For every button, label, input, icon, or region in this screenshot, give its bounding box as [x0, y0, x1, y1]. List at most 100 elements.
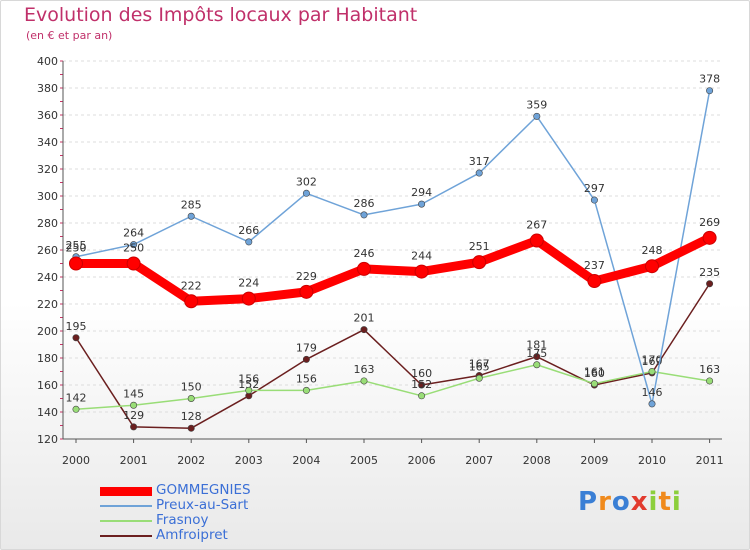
data-point	[418, 200, 426, 208]
data-label: 246	[354, 247, 375, 260]
data-point	[130, 241, 138, 249]
legend-swatch	[100, 505, 152, 507]
data-point	[357, 261, 371, 276]
data-point	[241, 291, 256, 306]
y-tick-label: 260	[37, 244, 58, 257]
logo-letter: P	[578, 487, 599, 517]
data-label: 195	[66, 320, 87, 333]
logo-letter: o	[611, 487, 631, 517]
data-label: 251	[469, 240, 490, 253]
data-label: 359	[526, 98, 547, 111]
data-label: 255	[66, 239, 87, 252]
y-tick-label: 180	[37, 352, 58, 365]
x-tick-label: 2003	[235, 454, 263, 467]
data-label: 285	[181, 198, 202, 211]
data-point	[533, 361, 541, 369]
chart-title: Evolution des Impôts locaux par Habitant	[24, 4, 418, 26]
data-point	[648, 367, 656, 375]
series-line-amfroipret	[75, 283, 711, 429]
x-tick-label: 2009	[580, 454, 608, 467]
data-point	[302, 386, 310, 394]
logo-letter: x	[630, 487, 649, 517]
data-point	[533, 353, 541, 361]
data-point	[587, 274, 602, 289]
data-label: 163	[699, 363, 720, 376]
data-point	[360, 211, 368, 219]
x-tick-label: 2005	[350, 454, 378, 467]
data-label: 269	[699, 216, 720, 229]
x-tick-label: 2008	[523, 454, 551, 467]
data-label: 167	[469, 358, 490, 371]
y-tick-label: 200	[37, 325, 58, 338]
data-point	[69, 256, 83, 271]
y-tick-label: 300	[37, 190, 58, 203]
data-label: 229	[296, 270, 317, 283]
data-label: 150	[181, 381, 202, 394]
data-label: 179	[296, 341, 317, 354]
data-label: 142	[66, 391, 87, 404]
x-tick-label: 2004	[292, 454, 320, 467]
data-point	[187, 394, 195, 402]
y-tick-label: 220	[37, 298, 58, 311]
chart-subtitle: (en € et par an)	[26, 29, 113, 42]
data-point	[590, 196, 598, 204]
data-point	[302, 355, 310, 363]
data-point	[706, 280, 714, 288]
series-line-frasnoy	[75, 364, 711, 411]
logo-letter: r	[598, 487, 612, 517]
data-point	[702, 230, 717, 245]
data-point	[418, 392, 426, 400]
data-label: 169	[642, 355, 663, 368]
x-tick-label: 2011	[696, 454, 724, 467]
data-point	[360, 326, 368, 334]
legend-label: Frasnoy	[156, 512, 209, 528]
y-tick-label: 240	[37, 271, 58, 284]
y-tick-label: 280	[37, 217, 58, 230]
data-point	[126, 256, 141, 271]
data-label: 181	[526, 339, 547, 352]
legend-swatch	[100, 535, 152, 537]
data-label: 156	[238, 372, 259, 385]
legend-swatch	[100, 486, 152, 496]
data-label: 201	[354, 312, 375, 325]
legend-label: GOMMEGNIES	[156, 482, 251, 498]
x-tick-label: 2000	[62, 454, 90, 467]
y-tick-label: 380	[37, 82, 58, 95]
x-tick-label: 2007	[465, 454, 493, 467]
x-tick-label: 2006	[408, 454, 436, 467]
data-label: 152	[411, 378, 432, 391]
data-point	[529, 233, 544, 248]
data-point	[184, 294, 199, 309]
logo-letter: t	[658, 487, 672, 517]
data-label: 248	[642, 244, 663, 257]
data-point	[72, 334, 80, 342]
data-label: 163	[354, 363, 375, 376]
data-label: 264	[123, 227, 144, 240]
data-label: 378	[699, 73, 720, 86]
legend-swatch	[100, 520, 152, 522]
data-label: 302	[296, 175, 317, 188]
data-point	[130, 401, 138, 409]
data-point	[360, 377, 368, 385]
data-label: 222	[181, 279, 202, 292]
data-label: 145	[123, 387, 144, 400]
data-point	[245, 386, 253, 394]
data-label: 317	[469, 155, 490, 168]
data-point	[645, 259, 659, 274]
x-tick-label: 2002	[177, 454, 205, 467]
series-line-preux-au-sart	[75, 89, 711, 405]
y-tick-label: 320	[37, 163, 58, 176]
data-point	[414, 264, 429, 279]
data-point	[648, 400, 656, 408]
data-label: 161	[584, 366, 605, 379]
data-point	[706, 87, 714, 95]
data-point	[187, 424, 195, 432]
data-label: 175	[526, 347, 547, 360]
data-point	[245, 238, 253, 246]
data-point	[299, 284, 314, 299]
data-label: 160	[584, 367, 605, 380]
x-tick-label: 2001	[120, 454, 148, 467]
legend-label: Amfroipret	[156, 527, 228, 543]
data-label: 250	[123, 242, 144, 255]
